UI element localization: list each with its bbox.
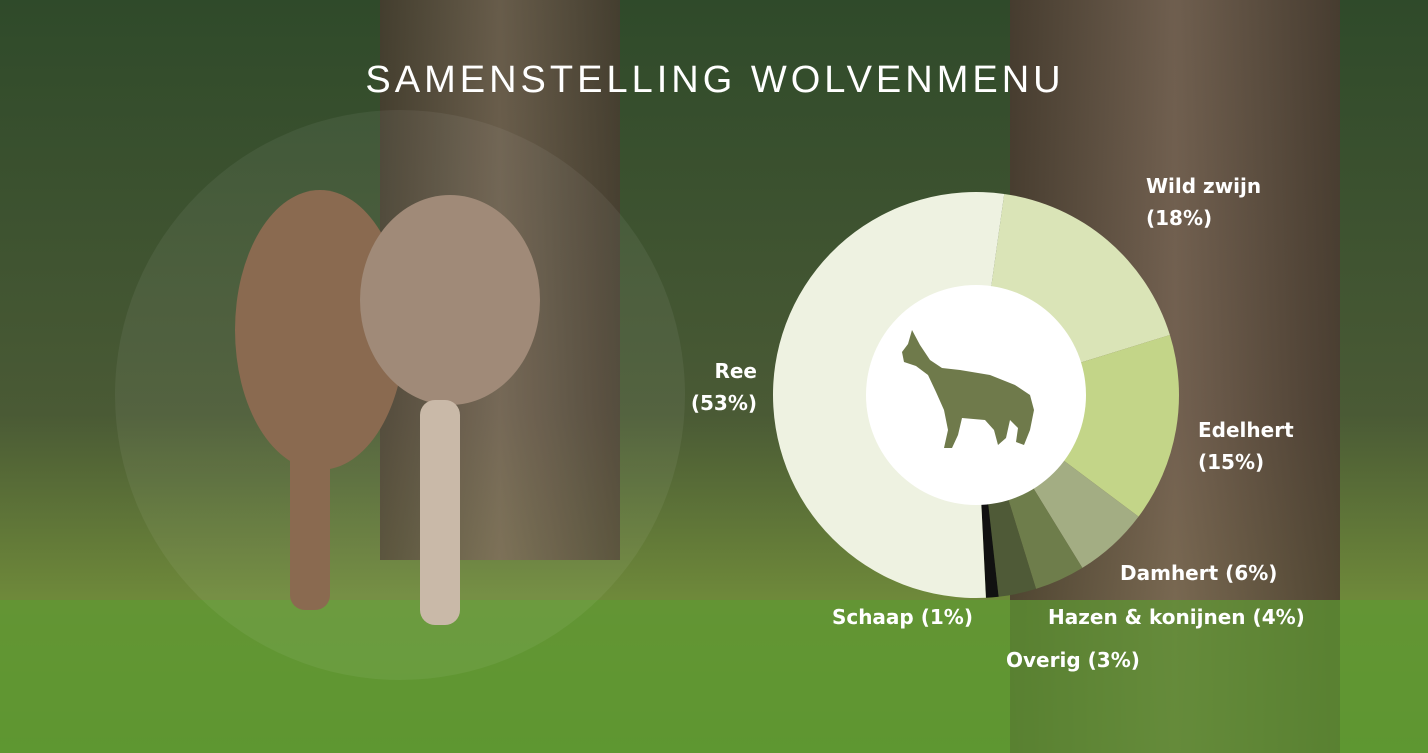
segment-label: Damhert(6%)	[1120, 561, 1277, 585]
value-label: (3%)	[1088, 648, 1140, 672]
segment-label: Overig (3%)	[1006, 648, 1140, 672]
category-label: Hazen & konijnen	[1048, 605, 1246, 629]
segment-label: Hazen & konijnen (4%)	[1048, 605, 1305, 629]
segment-label-text: Schaap (1%)	[832, 605, 973, 629]
value-label: (6%)	[1225, 561, 1277, 585]
chart: SAMENSTELLING WOLVENMENU Ree (53%) Wild zw…	[0, 0, 1428, 753]
value-label: (18%)	[1146, 206, 1212, 230]
segment-label: Schaap (1%)	[832, 605, 973, 629]
category-label: Overig	[1006, 648, 1081, 672]
chart-title: SAMENSTELLING WOLVENMENU	[365, 59, 1064, 101]
segment-label-text: Damhert(6%)	[1120, 561, 1277, 585]
category-label: Ree	[714, 359, 757, 383]
value-label: (4%)	[1253, 605, 1305, 629]
category-label: Schaap	[832, 605, 914, 629]
segment-label-text: Overig (3%)	[1006, 648, 1140, 672]
value-label: (15%)	[1198, 450, 1264, 474]
category-label: Edelhert	[1198, 418, 1294, 442]
value-label: (53%)	[691, 391, 757, 415]
category-label: Wild zwijn	[1146, 174, 1261, 198]
segment-label-text: Hazen & konijnen (4%)	[1048, 605, 1305, 629]
category-label: Damhert	[1120, 561, 1219, 585]
value-label: (1%)	[921, 605, 973, 629]
